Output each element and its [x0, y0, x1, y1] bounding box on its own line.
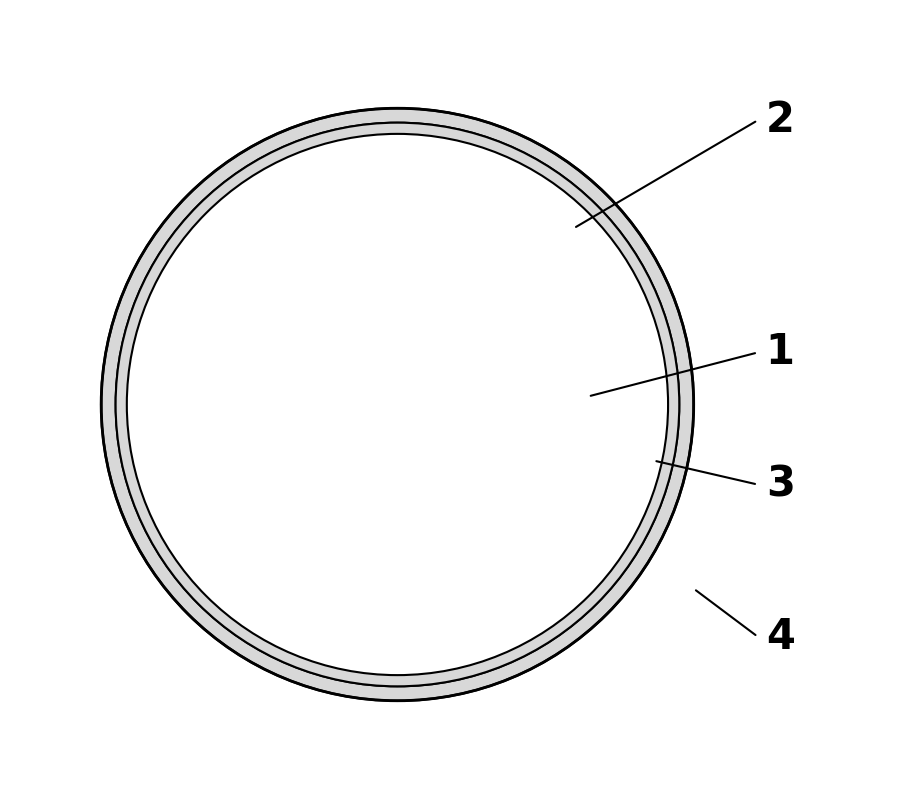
- Circle shape: [126, 133, 668, 676]
- Circle shape: [250, 544, 359, 652]
- Circle shape: [552, 398, 661, 506]
- Circle shape: [343, 135, 452, 244]
- Circle shape: [126, 133, 668, 676]
- Circle shape: [115, 123, 679, 686]
- Circle shape: [343, 565, 452, 674]
- Circle shape: [250, 157, 359, 265]
- Circle shape: [510, 216, 619, 325]
- Circle shape: [436, 157, 545, 265]
- Circle shape: [127, 134, 668, 675]
- Circle shape: [436, 544, 545, 652]
- Circle shape: [115, 123, 679, 686]
- Circle shape: [510, 484, 619, 593]
- Circle shape: [134, 303, 243, 411]
- Text: 3: 3: [766, 464, 795, 506]
- Circle shape: [134, 398, 243, 506]
- Text: 1: 1: [766, 332, 795, 374]
- Circle shape: [175, 484, 284, 593]
- Text: 4: 4: [766, 616, 795, 658]
- Circle shape: [102, 108, 694, 701]
- Text: 2: 2: [766, 100, 795, 142]
- Circle shape: [552, 303, 661, 411]
- Circle shape: [237, 244, 557, 565]
- Circle shape: [175, 216, 284, 325]
